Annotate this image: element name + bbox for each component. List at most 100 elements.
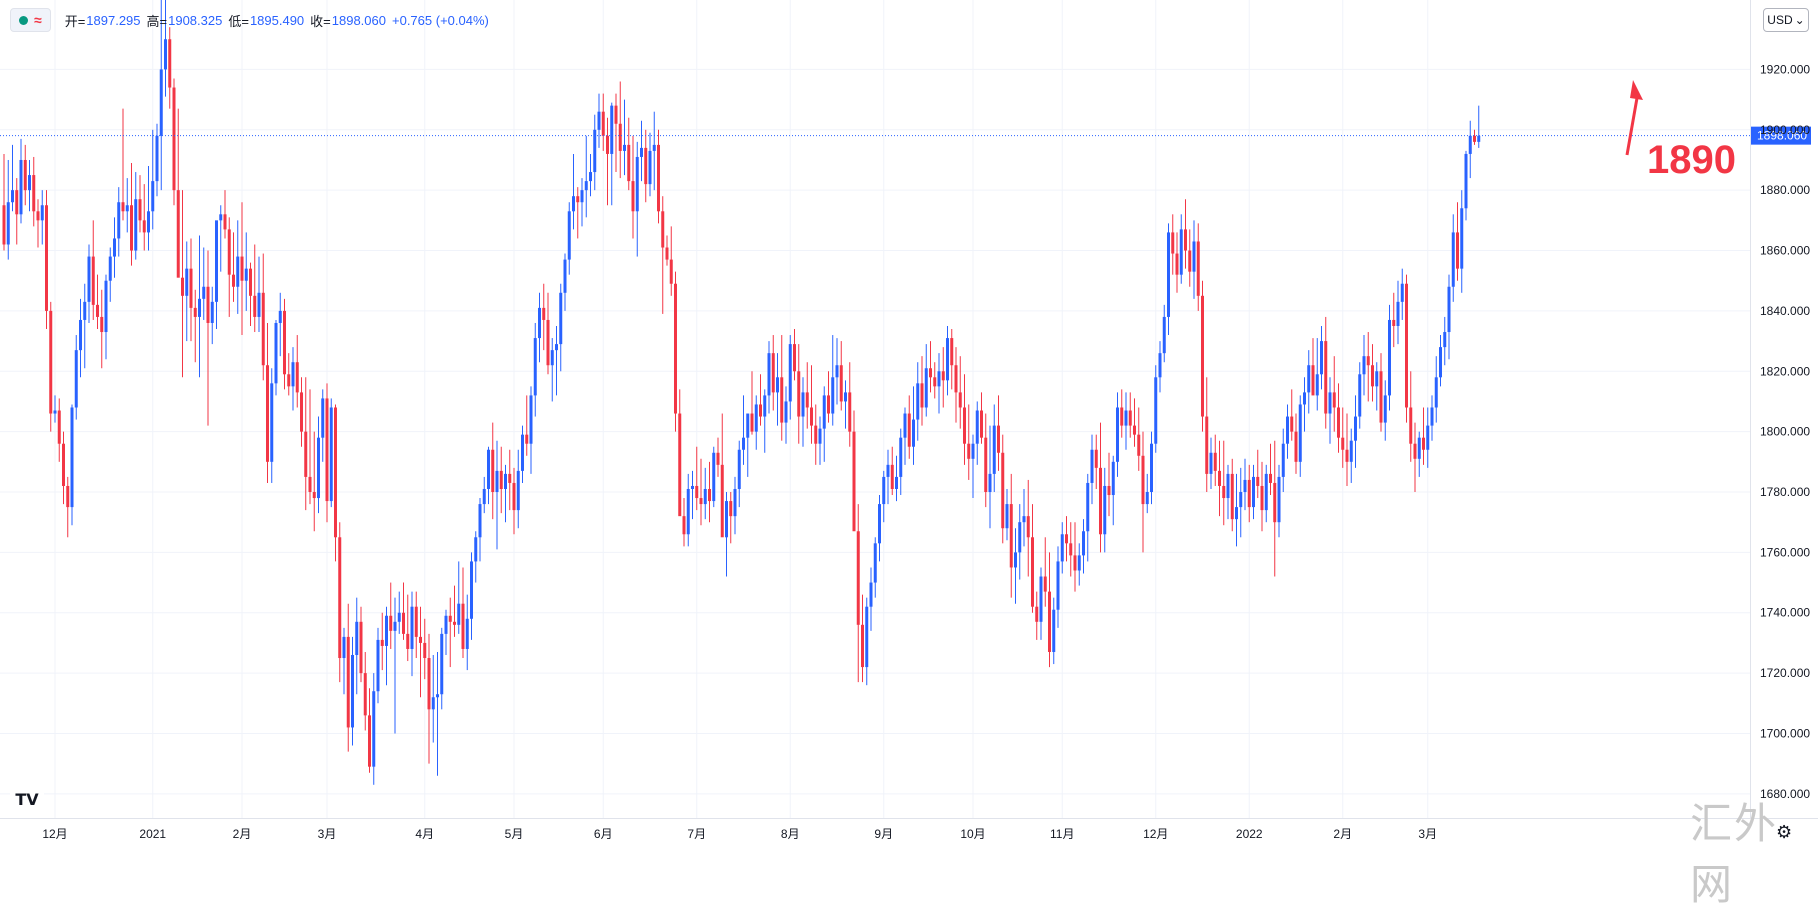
candle xyxy=(784,386,788,444)
candle xyxy=(550,338,554,402)
close-value: 1898.060 xyxy=(331,12,386,28)
candle xyxy=(1009,473,1013,598)
candle xyxy=(329,398,333,508)
candle xyxy=(916,362,920,441)
candle-body xyxy=(648,150,652,185)
x-tick-label: 8月 xyxy=(781,827,800,841)
candle xyxy=(657,129,660,224)
close-label: 收= xyxy=(310,13,331,29)
candle xyxy=(1464,150,1468,221)
candle xyxy=(40,190,44,245)
candle-body xyxy=(950,338,954,366)
candle xyxy=(74,335,78,420)
candle-body xyxy=(567,211,571,260)
visibility-toggle[interactable]: ≈ xyxy=(10,8,51,32)
candlestick-chart[interactable]: 1898.060 1890 1920.000 1900.000 1880.000 186… xyxy=(0,0,1818,848)
candle-body xyxy=(261,292,265,366)
candle-body xyxy=(1116,407,1119,462)
candle xyxy=(572,153,575,230)
visible-dot-icon[interactable] xyxy=(19,15,28,25)
wave-icon[interactable]: ≈ xyxy=(34,12,42,28)
candle-body xyxy=(1375,371,1379,387)
candle xyxy=(1281,428,1285,493)
candle xyxy=(181,190,184,378)
candle-body xyxy=(1043,576,1047,592)
candle-body xyxy=(865,606,869,668)
candle-body xyxy=(1417,437,1421,459)
candle xyxy=(1473,129,1476,145)
candle xyxy=(1124,392,1128,450)
candle xyxy=(1090,434,1094,505)
candle-body xyxy=(1171,232,1175,254)
candle-body xyxy=(797,371,801,417)
candle xyxy=(971,434,975,499)
x-tick-label: 2022 xyxy=(1236,827,1263,841)
candle-body xyxy=(461,603,465,649)
candle xyxy=(402,582,405,640)
last-price-label: 1898.060 xyxy=(1757,129,1807,143)
candle xyxy=(844,380,847,429)
candle xyxy=(257,256,261,333)
candle xyxy=(648,132,652,197)
candle-body xyxy=(810,407,813,426)
candle-body xyxy=(682,516,686,535)
candle xyxy=(198,235,201,378)
candle-body xyxy=(376,639,380,692)
candle-body xyxy=(1396,301,1400,326)
candle xyxy=(11,144,14,212)
candle-body xyxy=(533,338,537,396)
candle xyxy=(436,651,439,776)
candle-body xyxy=(508,473,512,483)
candle-body xyxy=(368,715,371,767)
candle-body xyxy=(1065,534,1068,544)
candle-body xyxy=(1307,365,1311,393)
currency-button[interactable]: USD ⌄ xyxy=(1763,8,1809,32)
candle xyxy=(1184,199,1187,269)
candle xyxy=(321,389,325,462)
open-value: 1897.295 xyxy=(86,12,141,28)
candle-body xyxy=(903,413,907,438)
candle-body xyxy=(1184,229,1187,251)
candle-body xyxy=(988,473,992,493)
overlay: 1898.060 1890 xyxy=(0,80,1811,182)
candle-body xyxy=(929,368,932,378)
candle xyxy=(1001,434,1005,544)
candle xyxy=(283,298,286,390)
candle xyxy=(36,199,40,248)
candle xyxy=(308,389,312,505)
candle-body xyxy=(975,410,979,444)
candle xyxy=(1052,597,1056,665)
candle-body xyxy=(414,606,418,637)
candle-body xyxy=(117,202,121,239)
candle xyxy=(1269,443,1272,496)
candle-body xyxy=(491,449,495,493)
candle-body xyxy=(40,205,44,221)
candle xyxy=(606,117,609,206)
candle xyxy=(767,341,771,414)
candle xyxy=(1396,280,1400,345)
candle-body xyxy=(963,407,966,444)
candle xyxy=(1260,461,1264,532)
gear-icon[interactable]: ⚙ xyxy=(1776,822,1793,842)
candle-body xyxy=(304,431,308,477)
ohlc-header: ≈ 开= 1897.295 高= 1908.325 低= 1895.490 收= 189… xyxy=(10,6,489,34)
candle xyxy=(682,498,686,547)
candle-body xyxy=(1014,552,1017,568)
candle-body xyxy=(1430,407,1434,426)
candle-body xyxy=(1026,516,1030,538)
candle xyxy=(1196,223,1200,311)
candle-body xyxy=(66,485,70,508)
candle-body xyxy=(971,443,975,459)
candles xyxy=(2,0,1481,785)
candle xyxy=(15,178,19,245)
tradingview-logo-icon[interactable]: TV xyxy=(10,786,44,812)
candle-body xyxy=(1213,452,1217,471)
candle-body xyxy=(227,229,231,275)
candle xyxy=(1116,392,1119,477)
candle xyxy=(1252,464,1255,520)
candle xyxy=(1337,383,1340,453)
candle-body xyxy=(138,199,142,221)
candle-body xyxy=(1120,407,1124,426)
candle xyxy=(729,492,733,544)
candle-body xyxy=(665,247,669,260)
